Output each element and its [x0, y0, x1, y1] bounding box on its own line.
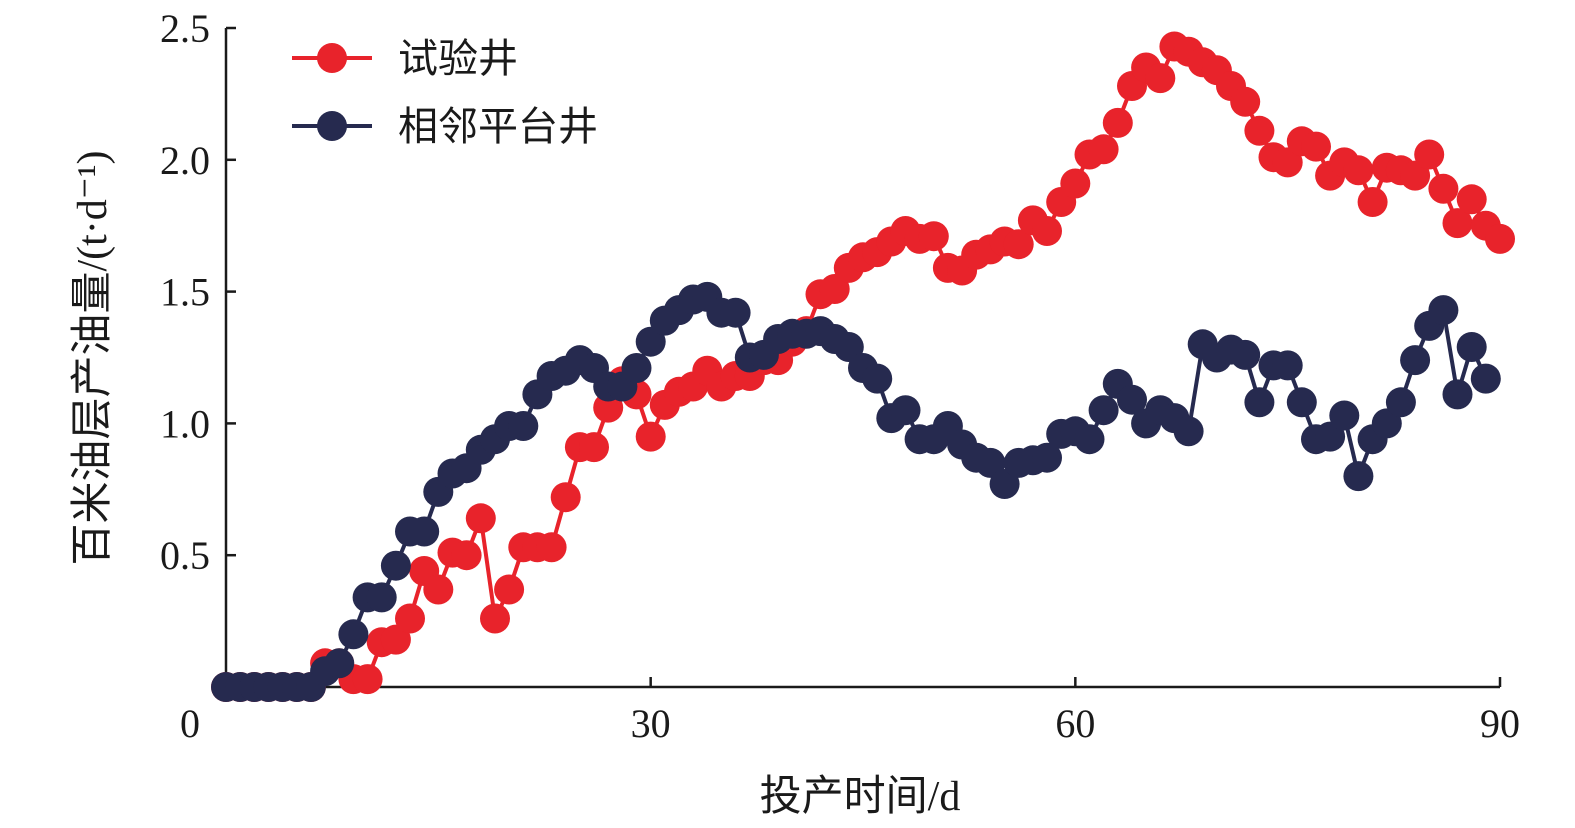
- data-point: [536, 532, 567, 563]
- data-point: [1400, 345, 1431, 376]
- y-tick-label: 0.5: [160, 533, 210, 578]
- x-tick-label: 60: [1055, 701, 1095, 746]
- data-point: [621, 353, 652, 383]
- legend-label: 试验井: [398, 36, 518, 81]
- data-point: [1428, 173, 1459, 204]
- legend-label: 相邻平台井: [398, 104, 598, 149]
- data-point: [819, 274, 850, 304]
- data-point: [1414, 139, 1445, 170]
- data-point: [465, 503, 496, 534]
- data-point: [1343, 461, 1374, 492]
- data-point: [1032, 216, 1062, 246]
- data-point: [1145, 63, 1176, 94]
- data-point: [1272, 147, 1303, 178]
- data-point: [1244, 387, 1275, 418]
- data-point: [635, 421, 666, 452]
- series-layer: [211, 31, 1515, 702]
- data-point: [833, 332, 864, 362]
- data-point: [579, 432, 609, 463]
- data-point: [1400, 160, 1431, 191]
- data-point: [918, 221, 949, 252]
- data-point: [1102, 107, 1133, 138]
- series-1: [211, 281, 1501, 702]
- data-point: [1060, 168, 1091, 199]
- legend-swatch-marker: [317, 111, 347, 141]
- x-tick-label: 90: [1480, 701, 1520, 746]
- data-point: [1428, 295, 1459, 326]
- legend-item-adjacent-platform-well: 相邻平台井: [292, 104, 598, 149]
- x-ticks: 0 30 60 90: [180, 677, 1520, 746]
- data-point: [1272, 350, 1303, 381]
- legend-item-trial-well: 试验井: [292, 36, 518, 81]
- data-point: [1244, 115, 1275, 146]
- data-point: [423, 574, 454, 605]
- data-point: [1088, 134, 1119, 165]
- legend-swatch-marker: [317, 43, 347, 73]
- data-point: [1074, 424, 1105, 455]
- data-point: [494, 574, 525, 605]
- data-point: [1173, 416, 1204, 447]
- data-point: [395, 603, 425, 634]
- data-point: [1456, 332, 1487, 362]
- data-point: [1371, 408, 1402, 439]
- axes: [224, 28, 1500, 689]
- data-point: [366, 582, 397, 613]
- data-point: [409, 516, 440, 547]
- data-point: [1286, 387, 1317, 418]
- data-point: [635, 326, 666, 357]
- data-point: [1301, 131, 1331, 162]
- data-point: [380, 624, 411, 655]
- data-point: [1003, 229, 1034, 260]
- data-point: [1329, 400, 1360, 431]
- data-point: [508, 411, 539, 441]
- data-point: [1385, 387, 1416, 418]
- data-point: [1485, 223, 1515, 254]
- data-point: [1088, 395, 1119, 426]
- data-point: [480, 603, 510, 634]
- legend: 试验井 相邻平台井: [292, 36, 598, 149]
- data-point: [1032, 442, 1062, 473]
- data-point: [1315, 421, 1346, 452]
- data-point: [1442, 379, 1473, 410]
- x-tick-label: 0: [180, 701, 200, 746]
- data-point: [989, 469, 1020, 499]
- data-point: [890, 395, 921, 426]
- data-point: [593, 392, 624, 423]
- data-point: [324, 648, 355, 679]
- y-tick-label: 2.0: [160, 138, 210, 183]
- data-point: [862, 363, 893, 394]
- data-point: [550, 482, 581, 513]
- data-point: [1230, 86, 1261, 117]
- data-point: [352, 664, 383, 695]
- y-tick-label: 1.5: [160, 270, 210, 315]
- data-point: [1230, 339, 1261, 370]
- data-point: [720, 297, 751, 328]
- data-point: [338, 619, 369, 650]
- data-point: [1357, 187, 1388, 217]
- x-axis-title: 投产时间/d: [760, 774, 961, 820]
- data-point: [380, 550, 411, 581]
- y-tick-label: 1.0: [160, 401, 210, 446]
- data-point: [1117, 384, 1147, 415]
- y-axis-title: 百米油层产油量/(t·d⁻¹): [70, 150, 116, 565]
- data-point: [975, 447, 1006, 478]
- data-point: [1470, 363, 1501, 394]
- data-point: [1456, 184, 1487, 215]
- y-ticks: 0.5 1.0 1.5 2.0 2.5: [160, 6, 236, 578]
- data-point: [451, 540, 482, 571]
- data-point: [1442, 208, 1473, 239]
- data-point: [1343, 155, 1374, 186]
- x-tick-label: 30: [631, 701, 671, 746]
- y-tick-label: 2.5: [160, 6, 210, 51]
